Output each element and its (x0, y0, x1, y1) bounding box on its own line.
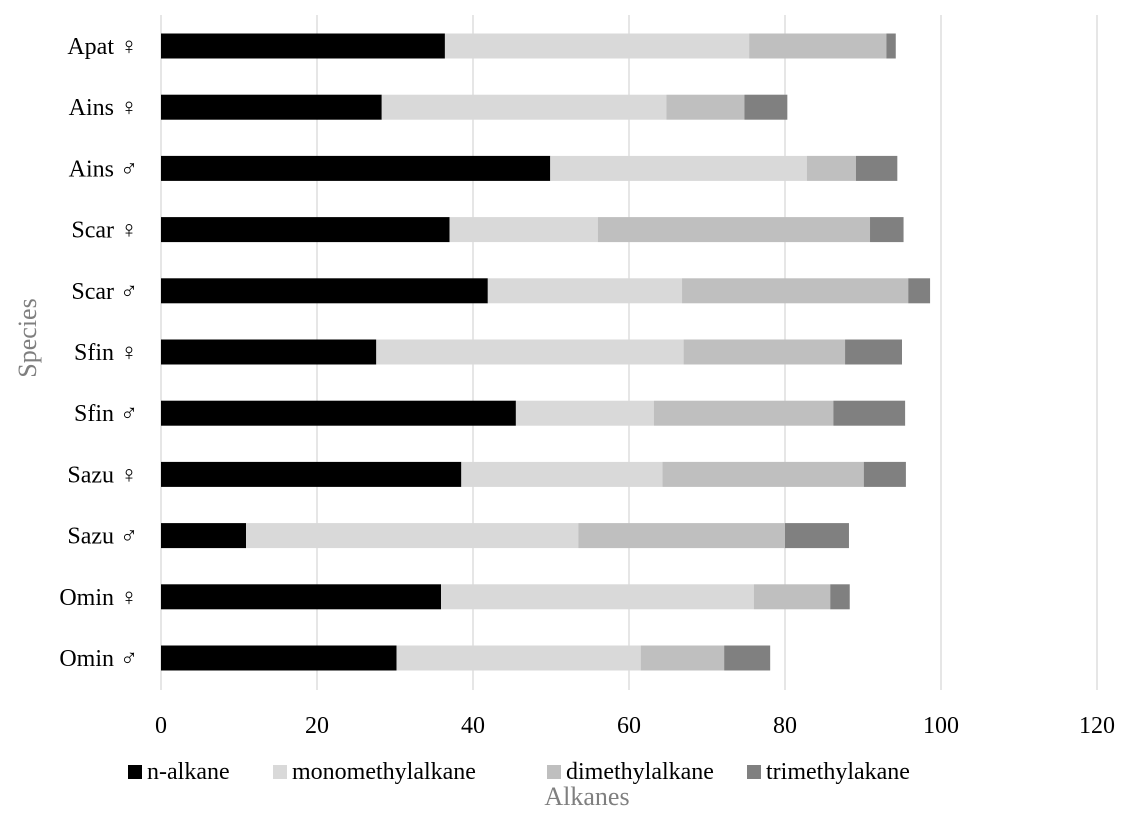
bars (161, 33, 931, 671)
bar-segment-dimethylalkane (753, 584, 831, 610)
bar-segment-trimethylakane (863, 461, 906, 487)
bar-segment-dimethylalkane (749, 33, 887, 59)
bar-segment-monomethylalkane (550, 155, 807, 181)
x-tick-label: 60 (617, 713, 641, 739)
bar-segment-trimethylakane (785, 523, 849, 549)
y-tick-label: Ains ♂ (69, 156, 138, 182)
x-tick-label: 20 (305, 713, 329, 739)
legend-swatch (747, 765, 761, 779)
legend-label: trimethylakane (766, 759, 910, 785)
bar-segment-dimethylalkane (662, 461, 864, 487)
bar-segment-monomethylalkane (246, 523, 579, 549)
bar-segment-monomethylalkane (461, 461, 663, 487)
bar-segment-monomethylalkane (487, 278, 683, 304)
bar-segment-dimethylalkane (640, 645, 725, 671)
legend-label: dimethylalkane (566, 759, 714, 785)
bar-segment-n-alkane (161, 94, 382, 120)
bar-segment-n-alkane (161, 339, 377, 365)
legend-swatch (273, 765, 287, 779)
bar-segment-monomethylalkane (444, 33, 750, 59)
bar-segment-monomethylalkane (441, 584, 754, 610)
bar-segment-n-alkane (161, 217, 450, 243)
bar-segment-dimethylalkane (578, 523, 785, 549)
legend-label: monomethylalkane (292, 759, 476, 785)
x-tick-label: 100 (923, 713, 959, 739)
legend-swatch (128, 765, 142, 779)
y-tick-label: Omin ♀ (59, 585, 138, 611)
bar-segment-n-alkane (161, 155, 551, 181)
bar-segment-n-alkane (161, 645, 397, 671)
bar-segment-trimethylakane (830, 584, 850, 610)
bar-segment-dimethylalkane (666, 94, 745, 120)
y-tick-label: Ains ♀ (69, 95, 138, 121)
y-axis-title: Species (13, 298, 42, 377)
x-tick-label: 40 (461, 713, 485, 739)
y-tick-labels: Apat ♀ Ains ♀ Ains ♂ Scar ♀ Scar ♂ Sfin ♀ Sfin… (59, 34, 138, 672)
bar-segment-trimethylakane (845, 339, 902, 365)
x-tick-label: 120 (1079, 713, 1115, 739)
bar-segment-trimethylakane (724, 645, 771, 671)
bar-segment-trimethylakane (870, 217, 904, 243)
x-tick-label: 80 (773, 713, 797, 739)
bar-segment-dimethylalkane (653, 400, 834, 426)
y-tick-label: Omin ♂ (59, 646, 138, 672)
legend-swatch (547, 765, 561, 779)
bar-segment-monomethylalkane (449, 217, 598, 243)
y-tick-label: Scar ♂ (71, 279, 138, 305)
bar-segment-trimethylakane (886, 33, 896, 59)
x-tick-labels: 0 20 40 60 80 100 120 (155, 713, 1115, 739)
bar-segment-n-alkane (161, 584, 442, 610)
bar-segment-monomethylalkane (381, 94, 667, 120)
x-axis-title: Alkanes (544, 782, 629, 811)
bar-segment-monomethylalkane (515, 400, 654, 426)
x-tick-label: 0 (155, 713, 167, 739)
y-tick-label: Sazu ♂ (67, 524, 138, 550)
bar-segment-monomethylalkane (396, 645, 641, 671)
bar-segment-n-alkane (161, 400, 516, 426)
bar-segment-trimethylakane (744, 94, 788, 120)
y-tick-label: Scar ♀ (71, 218, 138, 244)
bar-segment-dimethylalkane (597, 217, 871, 243)
y-tick-label: Sazu ♀ (67, 462, 138, 488)
bar-segment-n-alkane (161, 461, 462, 487)
legend: n-alkane monomethylalkane dimethylalkane tr… (128, 759, 910, 785)
bar-segment-n-alkane (161, 523, 247, 549)
y-tick-label: Sfin ♀ (74, 340, 138, 366)
bar-segment-monomethylalkane (376, 339, 684, 365)
bar-segment-trimethylakane (855, 155, 898, 181)
y-tick-label: Apat ♀ (67, 34, 138, 60)
bar-segment-n-alkane (161, 33, 445, 59)
bar-segment-dimethylalkane (683, 339, 846, 365)
bar-segment-dimethylalkane (806, 155, 856, 181)
bar-segment-dimethylalkane (682, 278, 909, 304)
bar-segment-n-alkane (161, 278, 488, 304)
bar-segment-trimethylakane (833, 400, 906, 426)
y-tick-label: Sfin ♂ (74, 401, 138, 427)
legend-label: n-alkane (147, 759, 230, 785)
bar-segment-trimethylakane (908, 278, 931, 304)
